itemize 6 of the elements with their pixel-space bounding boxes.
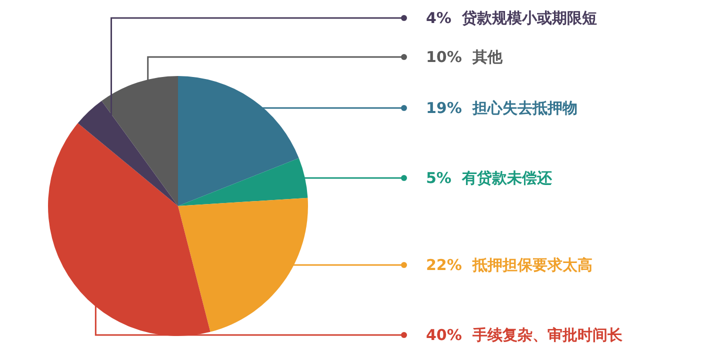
legend-label: 4% 贷款规模小或期限短 bbox=[426, 9, 597, 27]
legend-label: 22% 抵押担保要求太高 bbox=[426, 256, 592, 274]
legend-label: 10% 其他 bbox=[426, 48, 504, 66]
legend-label: 19% 担心失去抵押物 bbox=[426, 99, 578, 117]
legend-label: 5% 有贷款未偿还 bbox=[426, 169, 553, 187]
legend-label: 40% 手续复杂、审批时间长 bbox=[426, 326, 624, 344]
